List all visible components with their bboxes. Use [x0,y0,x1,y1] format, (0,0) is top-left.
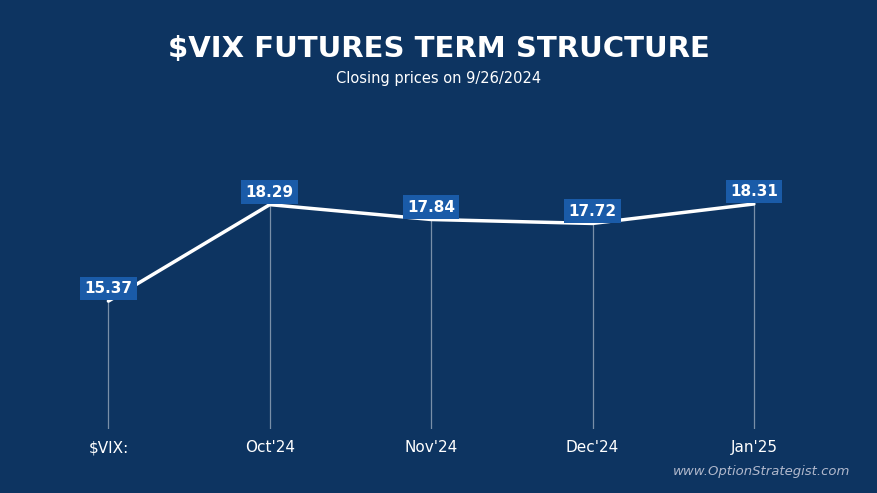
Text: 18.29: 18.29 [246,185,294,200]
Text: 17.84: 17.84 [407,200,455,214]
Text: 15.37: 15.37 [84,281,132,296]
Text: www.OptionStrategist.com: www.OptionStrategist.com [674,465,851,478]
Text: $VIX FUTURES TERM STRUCTURE: $VIX FUTURES TERM STRUCTURE [168,35,709,63]
Text: Closing prices on 9/26/2024: Closing prices on 9/26/2024 [336,71,541,86]
Text: 18.31: 18.31 [730,184,778,199]
Text: 17.72: 17.72 [568,204,617,218]
